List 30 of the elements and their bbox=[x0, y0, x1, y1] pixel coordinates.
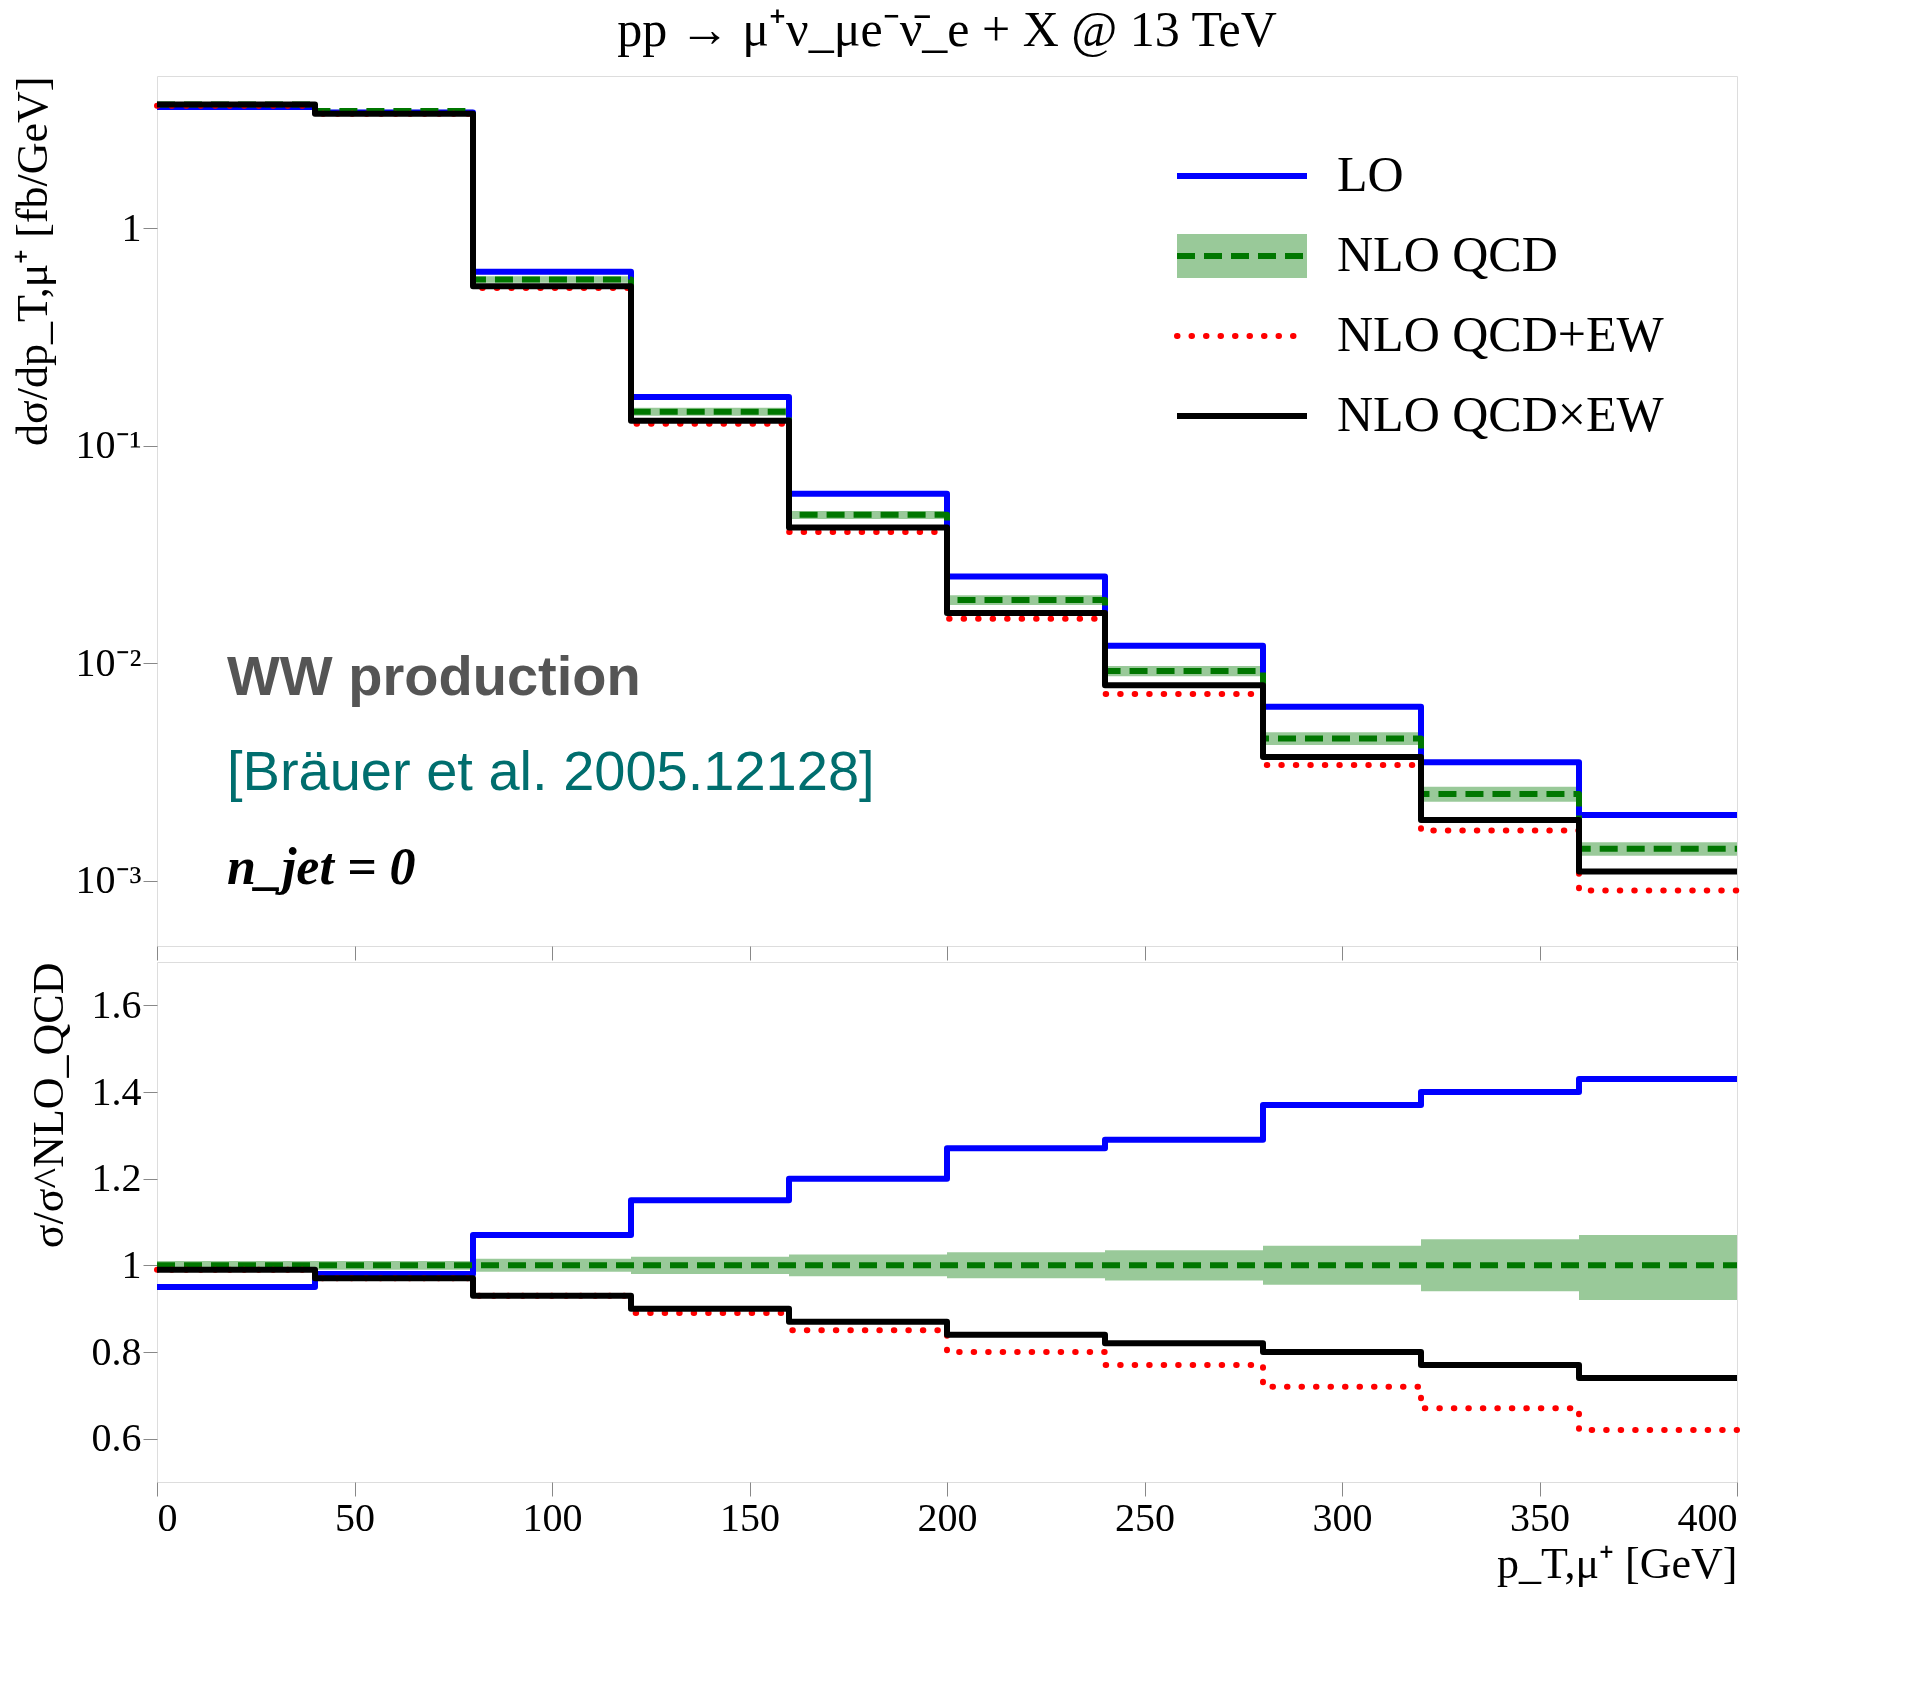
x-tick-label: 250 bbox=[1115, 1494, 1175, 1540]
y-tick-label: 1.4 bbox=[91, 1068, 142, 1114]
x-tick-label: 150 bbox=[720, 1494, 780, 1540]
y-tick-label: 10⁻¹ bbox=[75, 422, 142, 468]
chart-title: pp → μ⁺ν_μe⁻ν̄_e + X @ 13 TeV bbox=[617, 1, 1277, 57]
legend-label: NLO QCD bbox=[1337, 226, 1558, 282]
x-tick-label: 350 bbox=[1510, 1494, 1570, 1540]
legend-label: NLO QCD×EW bbox=[1337, 386, 1665, 442]
annotation: [Bräuer et al. 2005.12128] bbox=[227, 739, 875, 802]
y-tick-label: 1 bbox=[121, 204, 142, 250]
x-tick-label: 0 bbox=[157, 1494, 178, 1540]
y-tick-label: 1.2 bbox=[91, 1155, 142, 1201]
x-tick-label: 200 bbox=[917, 1494, 978, 1540]
x-tick-label: 300 bbox=[1312, 1494, 1373, 1540]
x-tick-label: 100 bbox=[522, 1494, 583, 1540]
x-tick-label: 50 bbox=[335, 1494, 375, 1540]
annotation: WW production bbox=[227, 644, 641, 707]
y-tick-label: 10⁻³ bbox=[75, 857, 142, 903]
x-tick-label: 400 bbox=[1677, 1494, 1738, 1540]
y-tick-label: 0.6 bbox=[91, 1415, 142, 1461]
legend-label: NLO QCD+EW bbox=[1337, 306, 1665, 362]
y-tick-label: 10⁻² bbox=[75, 639, 142, 685]
y-axis-title: dσ/dp_T,μ⁺ [fb/GeV] bbox=[7, 76, 57, 446]
annotation: n_jet = 0 bbox=[227, 838, 416, 895]
legend-label: LO bbox=[1337, 146, 1404, 202]
y-tick-label: 1.6 bbox=[91, 981, 142, 1027]
y-tick-label: 0.8 bbox=[91, 1328, 142, 1374]
x-axis-title: p_T,μ⁺ [GeV] bbox=[1496, 1538, 1738, 1588]
y-tick-label: 1 bbox=[121, 1241, 142, 1287]
y-axis-title: σ/σ^NLO_QCD bbox=[23, 962, 73, 1249]
